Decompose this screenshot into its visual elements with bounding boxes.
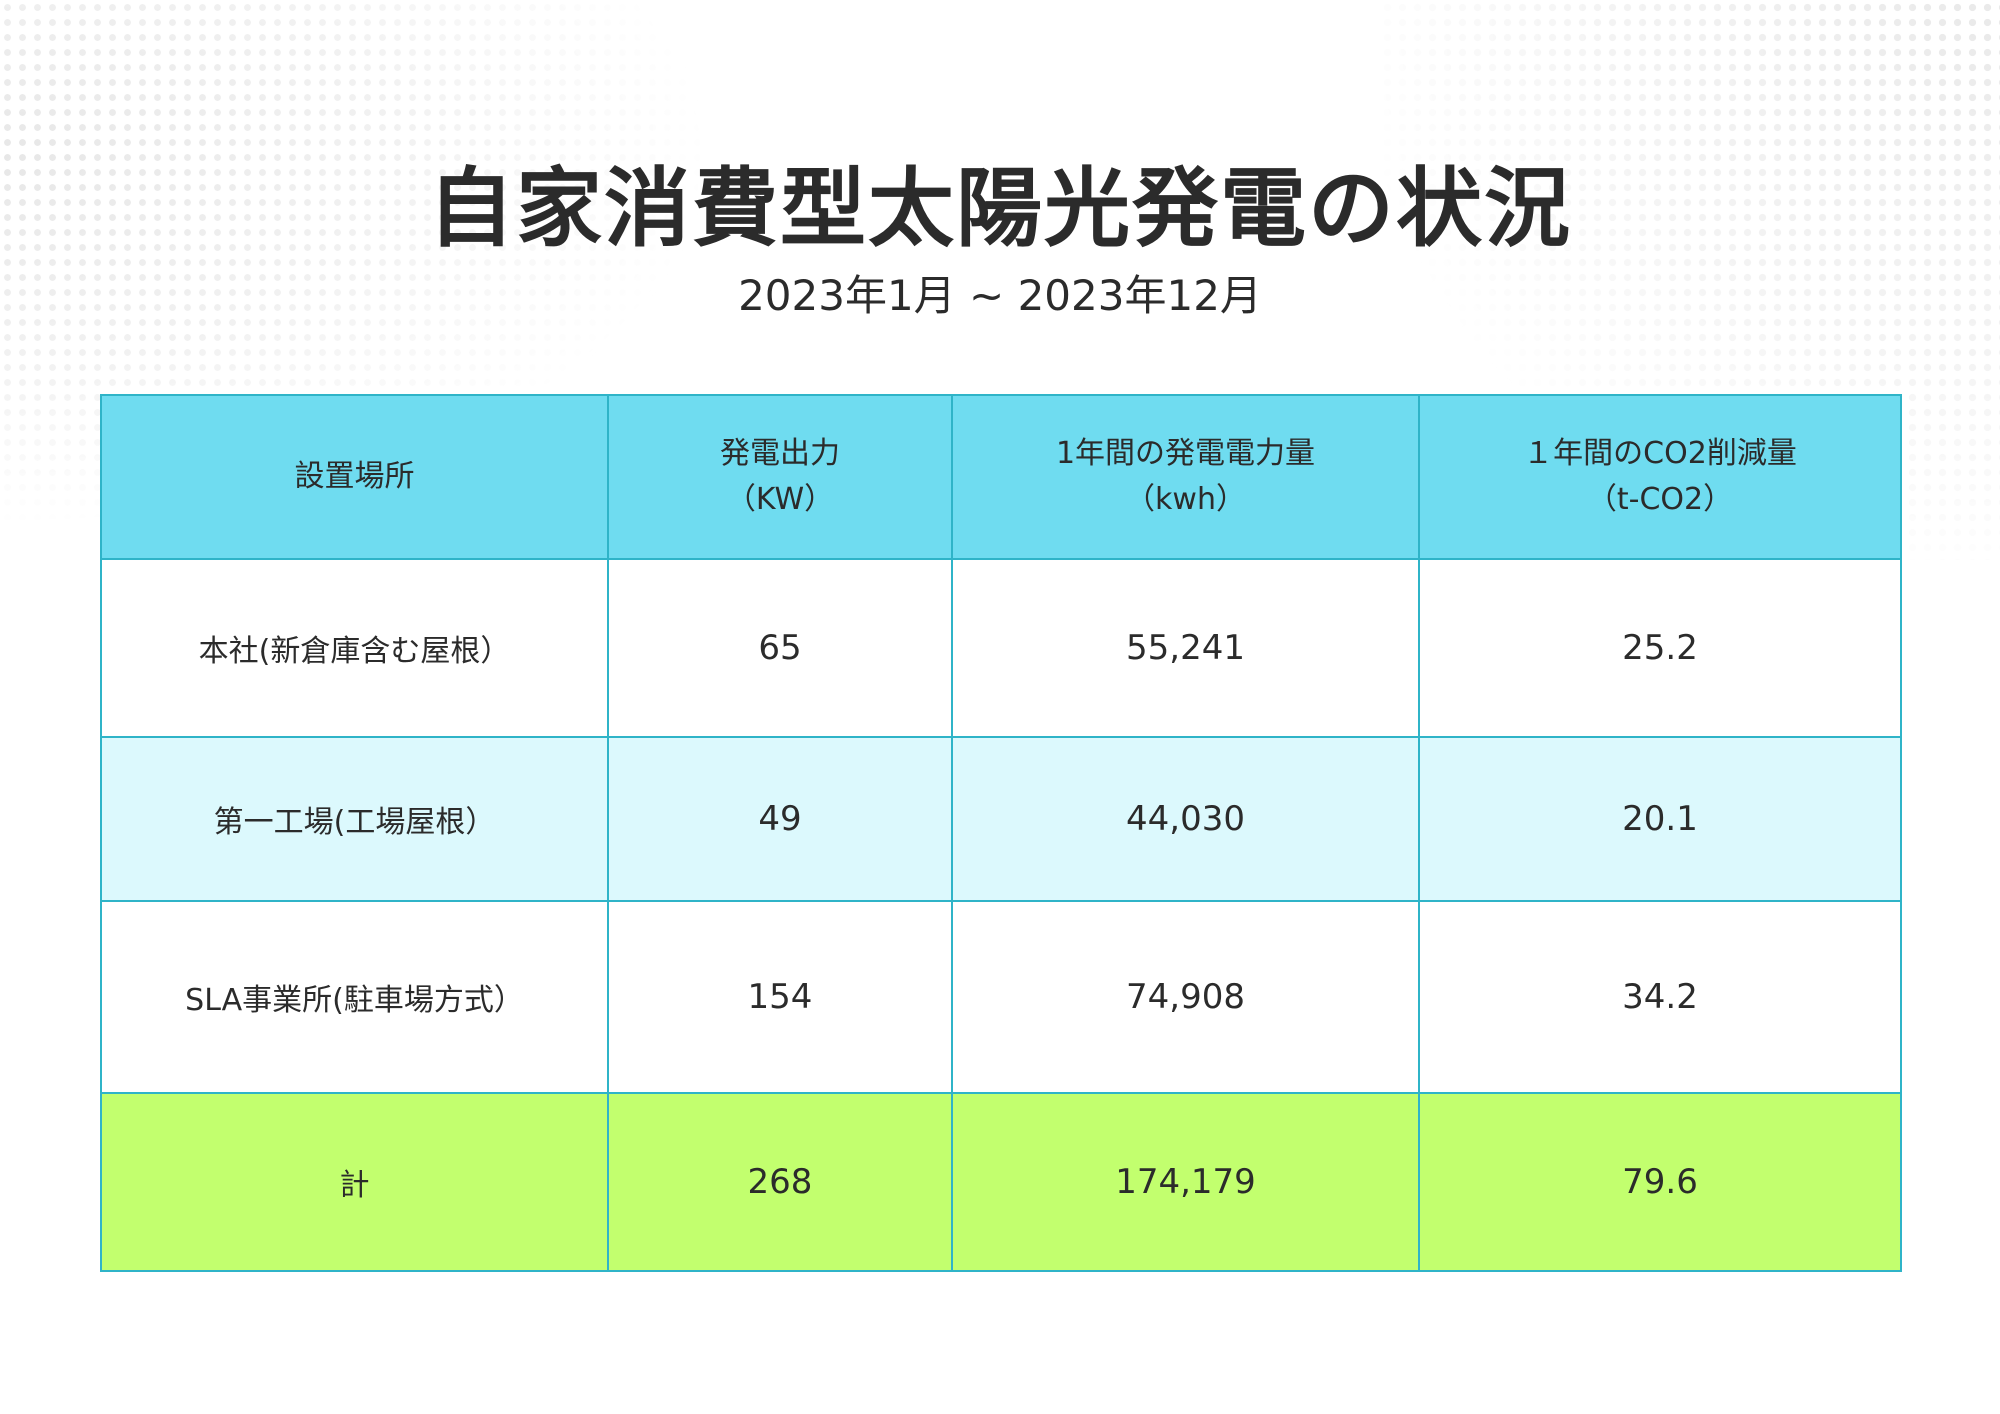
page-subtitle: 2023年1月 ~ 2023年12月 <box>738 271 1262 320</box>
location-cell: 第一工場(工場屋根） <box>100 736 609 902</box>
page-title: 自家消費型太陽光発電の状況 <box>428 159 1572 259</box>
header-output: 発電出力 （KW） <box>607 394 953 560</box>
annual-energy-cell: 44,030 <box>951 736 1420 902</box>
header-output-label: 発電出力 <box>720 436 840 471</box>
header-co2-reduction: １年間のCO2削減量 （t-CO2） <box>1418 394 1902 560</box>
annual-energy-cell: 74,908 <box>951 900 1420 1094</box>
location-cell: SLA事業所(駐車場方式） <box>100 900 609 1094</box>
annual-energy-cell: 55,241 <box>951 558 1420 738</box>
output-cell: 154 <box>607 900 953 1094</box>
co2-reduction-cell: 20.1 <box>1418 736 1902 902</box>
output-cell: 65 <box>607 558 953 738</box>
total-label-cell: 計 <box>100 1092 609 1272</box>
output-cell: 49 <box>607 736 953 902</box>
header-co2-reduction-label: １年間のCO2削減量 <box>1523 436 1797 471</box>
header-annual-energy-label: 1年間の発電電力量 <box>1055 436 1316 471</box>
table-header: 設置場所 発電出力 （KW） 1年間の発電電力量 （kwh） １年間のCO2削減… <box>100 394 1902 560</box>
header-location-label: 設置場所 <box>294 459 415 494</box>
location-cell: 本社(新倉庫含む屋根） <box>100 558 609 738</box>
total-output-cell: 268 <box>607 1092 953 1272</box>
header-output-unit: （KW） <box>725 482 835 517</box>
total-annual-energy-cell: 174,179 <box>951 1092 1420 1272</box>
header-row: 設置場所 発電出力 （KW） 1年間の発電電力量 （kwh） １年間のCO2削減… <box>100 394 1902 560</box>
table-row: 第一工場(工場屋根） 49 44,030 20.1 <box>100 736 1902 902</box>
header-location: 設置場所 <box>100 394 609 560</box>
table-row: 本社(新倉庫含む屋根） 65 55,241 25.2 <box>100 558 1902 738</box>
total-row: 計 268 174,179 79.6 <box>100 1092 1902 1272</box>
solar-power-table: 設置場所 発電出力 （KW） 1年間の発電電力量 （kwh） １年間のCO2削減… <box>100 394 1902 1272</box>
total-co2-reduction-cell: 79.6 <box>1418 1092 1902 1272</box>
co2-reduction-cell: 34.2 <box>1418 900 1902 1094</box>
co2-reduction-cell: 25.2 <box>1418 558 1902 738</box>
header-co2-reduction-unit: （t-CO2） <box>1586 482 1734 517</box>
table-body: 本社(新倉庫含む屋根） 65 55,241 25.2 第一工場(工場屋根） 49… <box>100 558 1902 1272</box>
table-row: SLA事業所(駐車場方式） 154 74,908 34.2 <box>100 900 1902 1094</box>
header-annual-energy-unit: （kwh） <box>1125 482 1246 517</box>
header-annual-energy: 1年間の発電電力量 （kwh） <box>951 394 1420 560</box>
